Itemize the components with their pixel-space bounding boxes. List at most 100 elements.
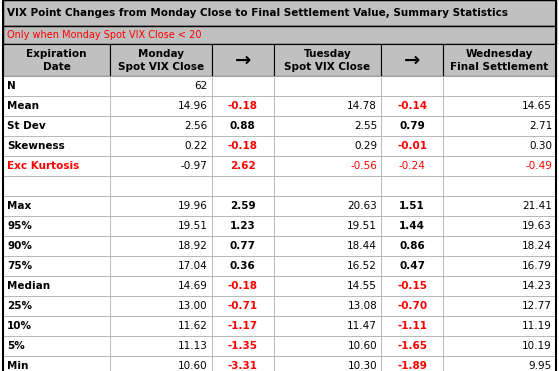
Bar xyxy=(443,156,556,176)
Bar xyxy=(274,236,381,256)
Bar xyxy=(212,76,274,96)
Bar xyxy=(443,196,556,216)
Bar xyxy=(381,116,443,136)
Bar xyxy=(274,276,381,296)
Text: 10%: 10% xyxy=(7,321,32,331)
Bar xyxy=(212,336,274,356)
Bar xyxy=(274,44,381,76)
Text: Median: Median xyxy=(7,281,50,291)
Text: 18.44: 18.44 xyxy=(347,241,377,251)
Text: 11.47: 11.47 xyxy=(347,321,377,331)
Text: Spot VIX Close: Spot VIX Close xyxy=(118,62,204,72)
Text: 19.96: 19.96 xyxy=(178,201,208,211)
Text: →: → xyxy=(235,50,251,69)
Bar xyxy=(3,196,110,216)
Bar xyxy=(110,116,212,136)
Text: 0.88: 0.88 xyxy=(230,121,255,131)
Text: Max: Max xyxy=(7,201,31,211)
Text: 5%: 5% xyxy=(7,341,25,351)
Bar xyxy=(381,96,443,116)
Bar xyxy=(381,176,443,196)
Text: Skewness: Skewness xyxy=(7,141,65,151)
Text: -0.49: -0.49 xyxy=(525,161,552,171)
Bar xyxy=(110,236,212,256)
Bar xyxy=(443,256,556,276)
Bar xyxy=(212,96,274,116)
Text: Min: Min xyxy=(7,361,29,371)
Bar xyxy=(443,116,556,136)
Text: 1.23: 1.23 xyxy=(230,221,255,231)
Text: 62: 62 xyxy=(195,81,208,91)
Bar xyxy=(274,316,381,336)
Text: VIX Point Changes from Monday Close to Final Settlement Value, Summary Statistic: VIX Point Changes from Monday Close to F… xyxy=(7,8,508,18)
Text: 14.23: 14.23 xyxy=(522,281,552,291)
Text: 19.51: 19.51 xyxy=(178,221,208,231)
Text: 11.62: 11.62 xyxy=(178,321,208,331)
Text: 21.41: 21.41 xyxy=(522,201,552,211)
Text: -1.89: -1.89 xyxy=(397,361,427,371)
Text: -0.18: -0.18 xyxy=(228,101,258,111)
Text: -0.18: -0.18 xyxy=(228,281,258,291)
Bar xyxy=(274,176,381,196)
Bar xyxy=(3,96,110,116)
Text: 75%: 75% xyxy=(7,261,32,271)
Text: -0.71: -0.71 xyxy=(228,301,258,311)
Text: 10.19: 10.19 xyxy=(522,341,552,351)
Bar xyxy=(274,296,381,316)
Text: →: → xyxy=(404,50,420,69)
Text: 0.30: 0.30 xyxy=(529,141,552,151)
Bar xyxy=(110,216,212,236)
Bar xyxy=(274,356,381,371)
Bar xyxy=(110,136,212,156)
Text: 25%: 25% xyxy=(7,301,32,311)
Text: Date: Date xyxy=(42,62,70,72)
Bar xyxy=(381,336,443,356)
Bar xyxy=(212,276,274,296)
Text: 14.69: 14.69 xyxy=(178,281,208,291)
Bar xyxy=(443,216,556,236)
Text: 10.30: 10.30 xyxy=(348,361,377,371)
Text: -0.56: -0.56 xyxy=(350,161,377,171)
Bar xyxy=(110,316,212,336)
Bar xyxy=(274,196,381,216)
Text: 14.78: 14.78 xyxy=(347,101,377,111)
Text: -1.17: -1.17 xyxy=(228,321,258,331)
Bar xyxy=(381,256,443,276)
Text: 13.00: 13.00 xyxy=(178,301,208,311)
Text: 95%: 95% xyxy=(7,221,32,231)
Bar xyxy=(212,156,274,176)
Bar xyxy=(443,136,556,156)
Bar xyxy=(274,116,381,136)
Bar xyxy=(3,76,110,96)
Bar xyxy=(110,44,212,76)
Bar xyxy=(212,176,274,196)
Bar xyxy=(212,136,274,156)
Text: 9.95: 9.95 xyxy=(529,361,552,371)
Bar xyxy=(443,336,556,356)
Text: 19.51: 19.51 xyxy=(347,221,377,231)
Text: 0.79: 0.79 xyxy=(399,121,425,131)
Bar xyxy=(3,336,110,356)
Text: 1.51: 1.51 xyxy=(399,201,425,211)
Bar xyxy=(110,196,212,216)
Text: -0.15: -0.15 xyxy=(397,281,427,291)
Bar xyxy=(443,76,556,96)
Bar xyxy=(443,276,556,296)
Bar xyxy=(3,26,556,44)
Text: Wednesday: Wednesday xyxy=(466,49,533,59)
Text: 14.55: 14.55 xyxy=(347,281,377,291)
Text: 11.19: 11.19 xyxy=(522,321,552,331)
Text: -1.35: -1.35 xyxy=(228,341,258,351)
Bar xyxy=(3,116,110,136)
Bar xyxy=(110,176,212,196)
Text: 10.60: 10.60 xyxy=(348,341,377,351)
Text: 0.36: 0.36 xyxy=(230,261,255,271)
Bar xyxy=(110,356,212,371)
Text: 0.22: 0.22 xyxy=(184,141,208,151)
Text: 0.86: 0.86 xyxy=(399,241,425,251)
Bar xyxy=(443,176,556,196)
Text: 2.59: 2.59 xyxy=(230,201,255,211)
Bar xyxy=(110,256,212,276)
Text: -3.31: -3.31 xyxy=(228,361,258,371)
Text: Mean: Mean xyxy=(7,101,39,111)
